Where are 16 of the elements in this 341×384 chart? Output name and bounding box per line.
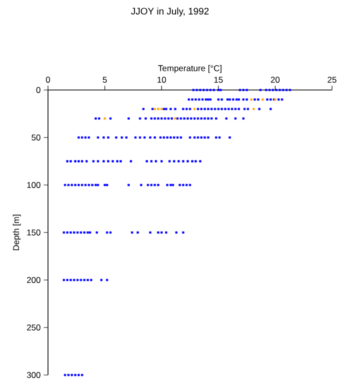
- y-tick-label: 0: [36, 87, 40, 93]
- x-tick-label: 25: [328, 76, 336, 83]
- x-tick-label: 5: [102, 76, 107, 83]
- y-tick-label: 200: [27, 277, 40, 283]
- y-axis-title: Depth [m]: [12, 214, 21, 250]
- x-axis-title: Temperature [°C]: [158, 64, 222, 73]
- x-tick-label: 0: [46, 76, 50, 83]
- y-tick-label: 250: [27, 324, 40, 330]
- chart-title: JJOY in July, 1992: [131, 8, 209, 16]
- x-tick-label: 15: [214, 76, 223, 83]
- y-tick-label: 50: [32, 134, 40, 140]
- y-tick-label: 300: [26, 372, 40, 378]
- y-tick-label: 100: [27, 182, 40, 188]
- x-tick-label: 10: [158, 76, 166, 83]
- x-tick-label: 20: [270, 76, 280, 83]
- y-tick-label: 150: [27, 230, 40, 236]
